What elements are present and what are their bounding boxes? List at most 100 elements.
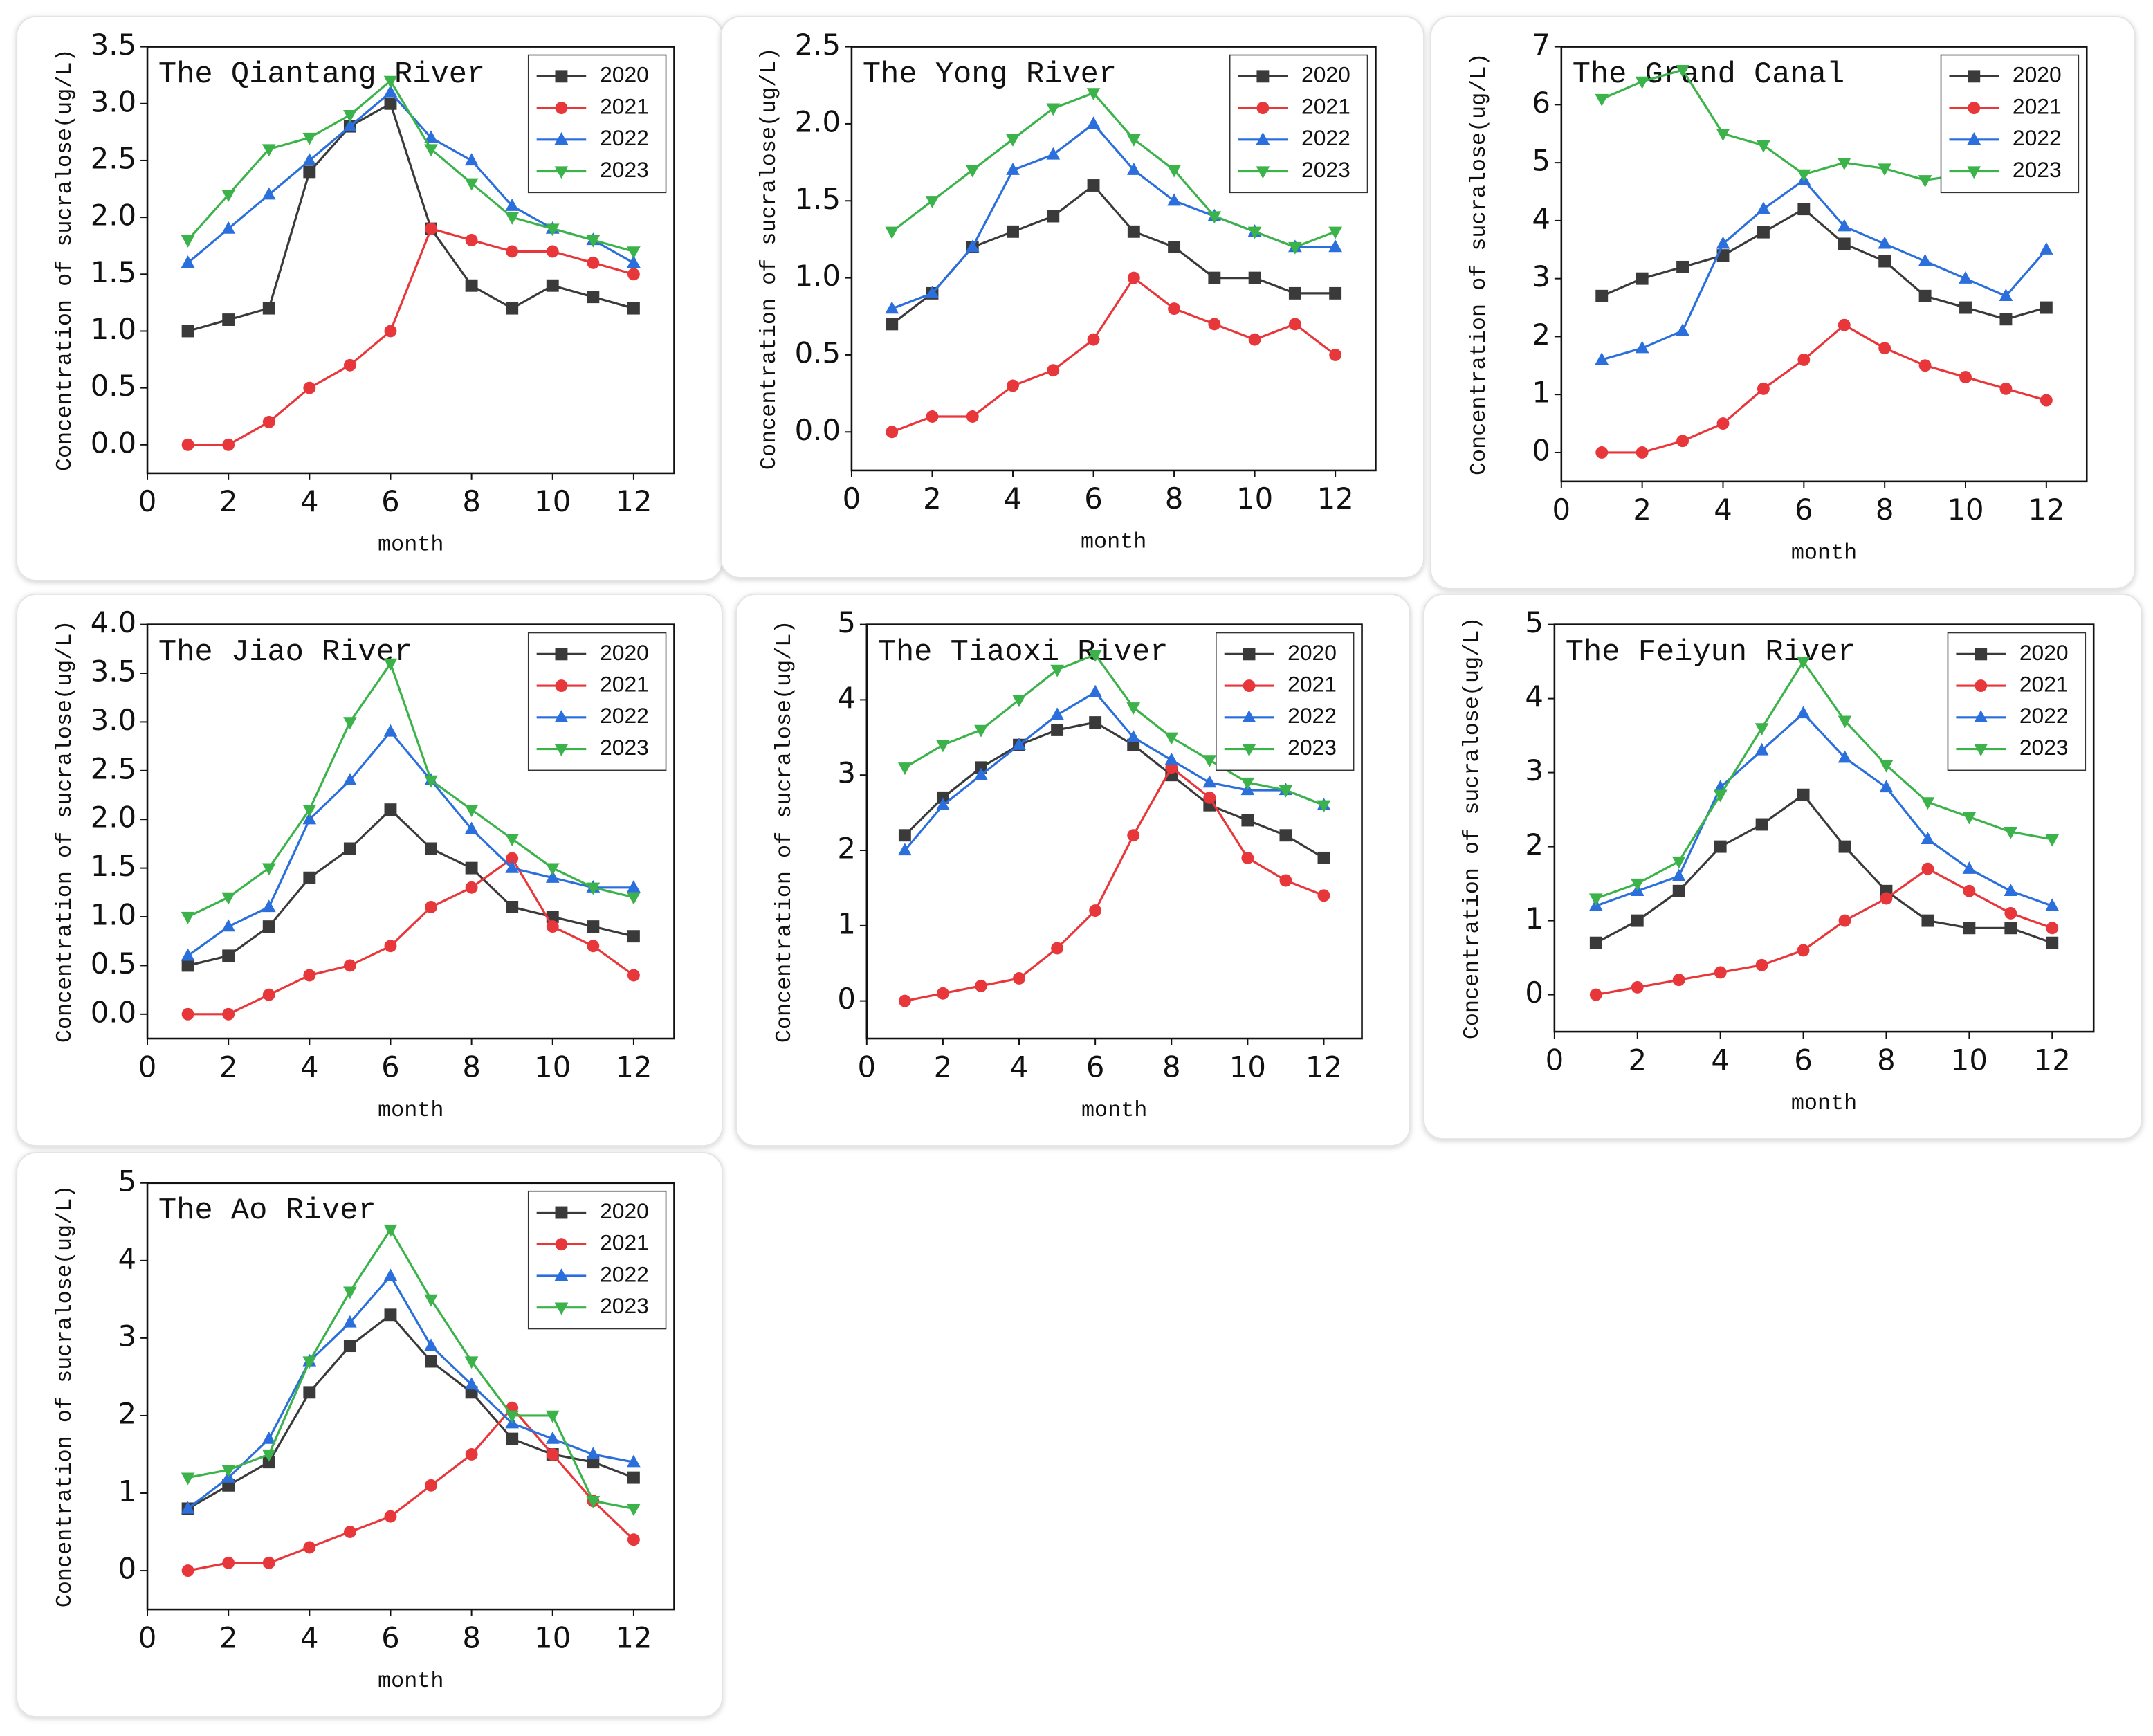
- y-tick-label: 5: [118, 1164, 137, 1198]
- marker: [1247, 226, 1262, 239]
- marker: [586, 1496, 601, 1508]
- y-tick-label: 2: [1532, 318, 1550, 351]
- marker: [1595, 93, 1609, 107]
- y-tick-label: 3: [1525, 753, 1543, 787]
- marker: [464, 1377, 479, 1390]
- marker: [627, 1454, 641, 1468]
- marker: [627, 1471, 640, 1484]
- marker: [1631, 914, 1644, 927]
- marker: [1838, 750, 1852, 763]
- series-line: [1595, 711, 2053, 907]
- marker: [1838, 715, 1852, 729]
- marker: [465, 1448, 478, 1461]
- legend-marker: [555, 70, 568, 83]
- marker: [384, 803, 397, 816]
- marker: [1087, 179, 1100, 192]
- x-tick-label: 6: [1794, 1043, 1813, 1077]
- marker: [1012, 695, 1026, 708]
- y-tick-label: 3.5: [91, 655, 136, 688]
- marker: [1127, 829, 1140, 842]
- y-tick-label: 0.5: [795, 336, 841, 369]
- marker: [262, 1431, 276, 1444]
- marker: [886, 426, 899, 439]
- legend-label: 2023: [600, 157, 649, 182]
- marker: [384, 97, 397, 110]
- marker: [1921, 832, 1935, 845]
- marker: [262, 863, 276, 876]
- series-line: [1595, 659, 2053, 899]
- marker: [1636, 272, 1649, 285]
- marker: [546, 245, 559, 258]
- marker: [587, 940, 600, 953]
- y-tick-label: 5: [1525, 605, 1543, 639]
- x-tick-label: 2: [219, 484, 238, 518]
- marker: [898, 994, 911, 1007]
- marker: [1126, 162, 1141, 175]
- chart-title: The Tiaoxi River: [878, 636, 1169, 670]
- marker: [383, 75, 398, 89]
- legend-label: 2023: [1288, 735, 1337, 760]
- marker: [343, 717, 357, 730]
- marker: [303, 1386, 316, 1399]
- marker: [627, 302, 640, 315]
- marker: [1167, 193, 1181, 206]
- marker: [222, 313, 235, 326]
- marker: [1918, 175, 1932, 188]
- legend-box: [527, 54, 667, 194]
- legend-marker: [554, 744, 569, 757]
- marker: [1918, 359, 1932, 372]
- marker: [1007, 379, 1019, 392]
- marker: [262, 144, 276, 157]
- legend-marker: [1243, 679, 1256, 693]
- marker: [1838, 318, 1851, 331]
- legend-label: 2022: [1288, 703, 1337, 728]
- marker: [1329, 286, 1342, 300]
- marker: [1240, 777, 1255, 790]
- marker: [1279, 785, 1293, 798]
- marker: [936, 797, 950, 810]
- y-tick-label: 6: [1532, 86, 1550, 120]
- marker: [1999, 382, 2013, 395]
- y-tick-label: 0.0: [91, 426, 136, 459]
- x-tick-label: 10: [1229, 1050, 1266, 1084]
- marker: [1959, 271, 1972, 284]
- marker: [2004, 884, 2018, 896]
- x-tick-label: 12: [2034, 1043, 2071, 1077]
- chart-panel: 0.0 0.5 1.0 1.5 2.0 2.5 3.0 3.5 0 2 4 6 8 10 12 month Co…: [16, 15, 724, 581]
- marker: [1963, 922, 1976, 935]
- y-tick-label: 1.0: [91, 312, 136, 346]
- legend-label: 2022: [600, 125, 649, 150]
- marker: [1755, 958, 1768, 971]
- marker: [1051, 942, 1064, 955]
- series-line: [904, 765, 1325, 1003]
- x-tick-label: 0: [1552, 493, 1571, 527]
- x-tick-label: 2: [1633, 493, 1651, 527]
- marker: [464, 1356, 479, 1369]
- y-axis-label: Concentration of sucralose(ug/L): [53, 48, 77, 471]
- marker: [1208, 318, 1221, 331]
- legend-marker: [555, 1238, 568, 1251]
- y-tick-label: 1: [1532, 376, 1550, 410]
- legend-label: 2023: [2013, 157, 2062, 182]
- marker: [1006, 134, 1020, 147]
- y-tick-label: 2.0: [91, 199, 136, 232]
- marker: [1164, 732, 1179, 745]
- marker: [2004, 922, 2017, 935]
- marker: [262, 920, 275, 933]
- y-tick-label: 1: [118, 1474, 137, 1508]
- x-tick-label: 6: [381, 1620, 400, 1654]
- y-axis-label: Concentration of sucralose(ug/L): [1467, 53, 1492, 475]
- x-tick-label: 6: [381, 1050, 400, 1084]
- marker: [2046, 922, 2059, 935]
- marker: [464, 178, 479, 191]
- y-tick-label: 0: [118, 1552, 137, 1586]
- marker: [975, 979, 987, 992]
- y-axis-label: Concentration of sucralose(ug/L): [53, 621, 77, 1043]
- marker: [1168, 302, 1181, 316]
- x-axis-label: month: [378, 1669, 443, 1694]
- marker: [1878, 163, 1892, 176]
- marker: [181, 1007, 194, 1021]
- marker: [926, 410, 939, 423]
